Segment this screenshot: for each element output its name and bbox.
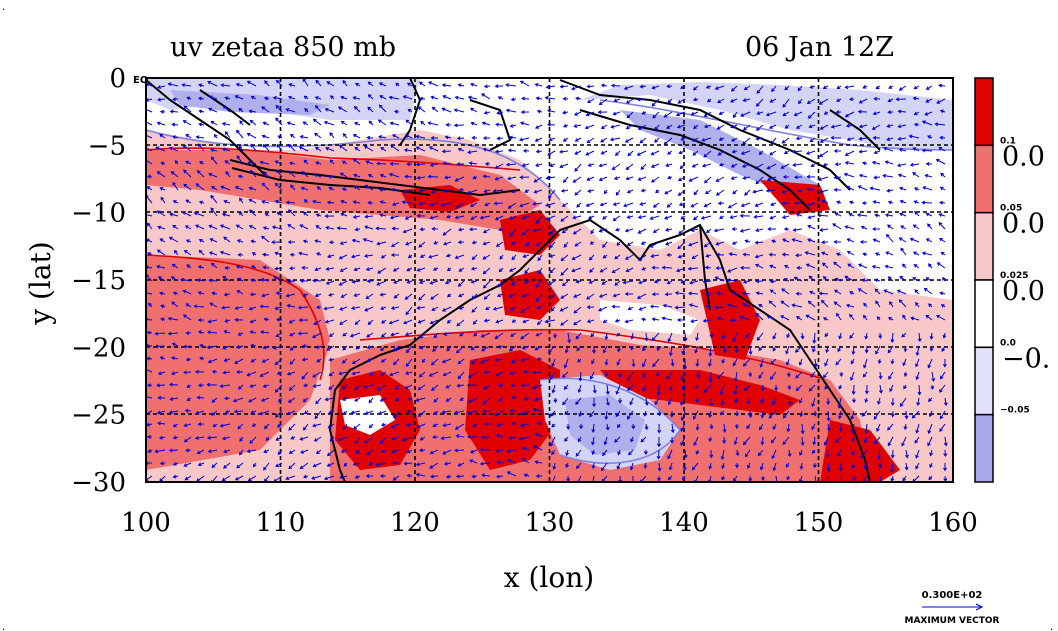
colorbar-swatch [974,211,994,281]
x-axis-label: x (lon) [504,561,594,594]
svg-text:.: . [2,622,5,631]
y-tick-label: 0 [109,64,126,94]
y-tick-label: −15 [71,266,126,296]
wind-vectors [146,78,948,482]
colorbar-swatch [974,144,994,214]
colorbar-swatch [974,346,994,416]
plot-frame [145,77,954,483]
y-axis-label: y (lat) [24,241,57,325]
colorbar-swatch [974,413,994,483]
colorbar-tick-label: −0.05 [1000,406,1030,416]
colorbar-tick-label: 0.025 [1000,271,1028,281]
x-tick-label: 110 [256,508,306,538]
x-tick-label: 150 [794,508,844,538]
colorbar-level-label: 0.0 [1002,209,1045,240]
colorbar-swatch [974,77,994,147]
y-tick-label: −30 [71,468,126,498]
equator-label: EQ [133,75,148,86]
x-tick-label: 120 [390,508,440,538]
y-tick-label: −20 [71,333,126,363]
title-right: 06 Jan 12Z [745,32,894,63]
svg-text:.: . [2,2,5,13]
x-tick-label: 100 [121,508,171,538]
svg-text:.: . [1050,622,1053,631]
x-tick-label: 160 [928,508,978,538]
colorbar-tick-label: 0.05 [1000,204,1022,214]
max-vector-legend: 0.300E+02 MAXIMUM VECTOR [904,590,999,626]
colorbar-swatch [974,279,994,349]
y-tick-label: −10 [71,199,126,229]
y-tick-label: −5 [88,131,126,161]
x-tick-label: 130 [525,508,575,538]
max-vector-value: 0.300E+02 [922,590,983,601]
title-left: uv zetaa 850 mb [170,32,396,63]
colorbar-level-label: 0.0 [1002,276,1045,307]
y-tick-label: −25 [71,401,126,431]
colorbar-level-label: 0.0 [1002,141,1045,172]
vorticity-field [146,78,953,482]
colorbar-tick-label: 0.0 [1000,338,1016,348]
max-vector-caption: MAXIMUM VECTOR [904,616,999,626]
colorbar-level-label: −0. [1002,343,1050,374]
colorbar-tick-label: 0.1 [1000,136,1016,146]
x-tick-label: 140 [659,508,709,538]
